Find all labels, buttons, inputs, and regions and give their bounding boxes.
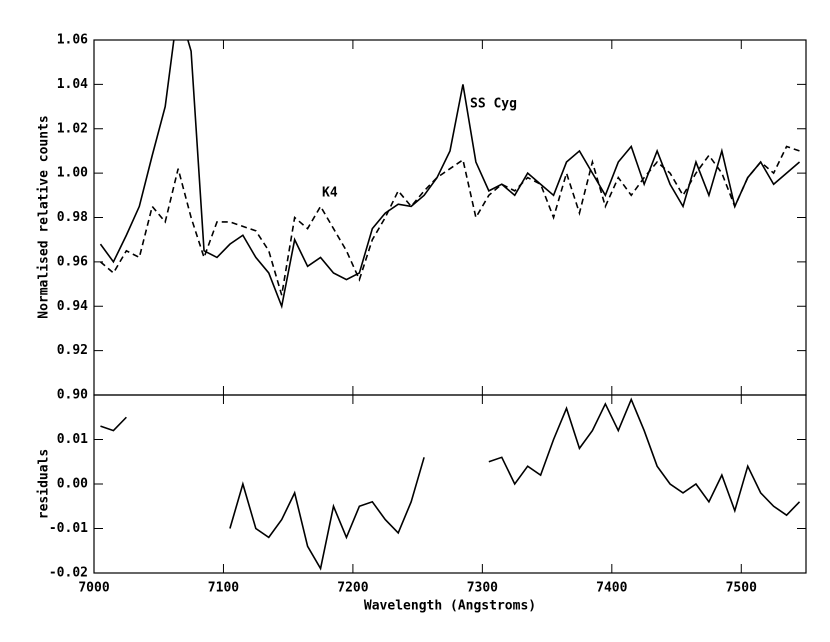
y-tick-label: 0.98 [57, 210, 88, 225]
top-panel-frame [93, 39, 807, 396]
y-tick-label: -0.01 [49, 521, 88, 536]
y-tick-label: 1.06 [57, 33, 88, 48]
x-axis-label: Wavelength (Angstroms) [364, 599, 536, 614]
series-annotation: K4 [322, 186, 338, 201]
y-axis-label: Normalised relative counts [37, 115, 52, 319]
data-line [99, 145, 800, 296]
y-tick-label: -0.02 [49, 566, 88, 581]
y-axis-label: residuals [37, 449, 52, 519]
y-tick-label: 0.92 [57, 343, 88, 358]
y-tick-label: 1.04 [57, 77, 88, 92]
series-annotation: SS Cyg [470, 97, 517, 112]
y-tick-label: 1.02 [57, 121, 88, 136]
data-line [100, 397, 801, 571]
y-tick-label: 0.00 [57, 477, 88, 492]
x-tick-label: 7100 [208, 581, 239, 596]
x-tick-label: 7500 [726, 581, 757, 596]
x-tick-label: 7000 [78, 581, 109, 596]
x-tick-label: 7200 [337, 581, 368, 596]
x-tick-label: 7400 [596, 581, 627, 596]
y-tick-label: 0.96 [57, 254, 88, 269]
y-tick-label: 0.90 [57, 388, 88, 403]
x-tick-label: 7300 [467, 581, 498, 596]
y-tick-label: 0.01 [57, 432, 88, 447]
bottom-panel-frame [93, 394, 807, 574]
y-tick-label: 0.94 [57, 299, 88, 314]
data-line [99, 40, 801, 310]
y-tick-label: 1.00 [57, 166, 88, 181]
